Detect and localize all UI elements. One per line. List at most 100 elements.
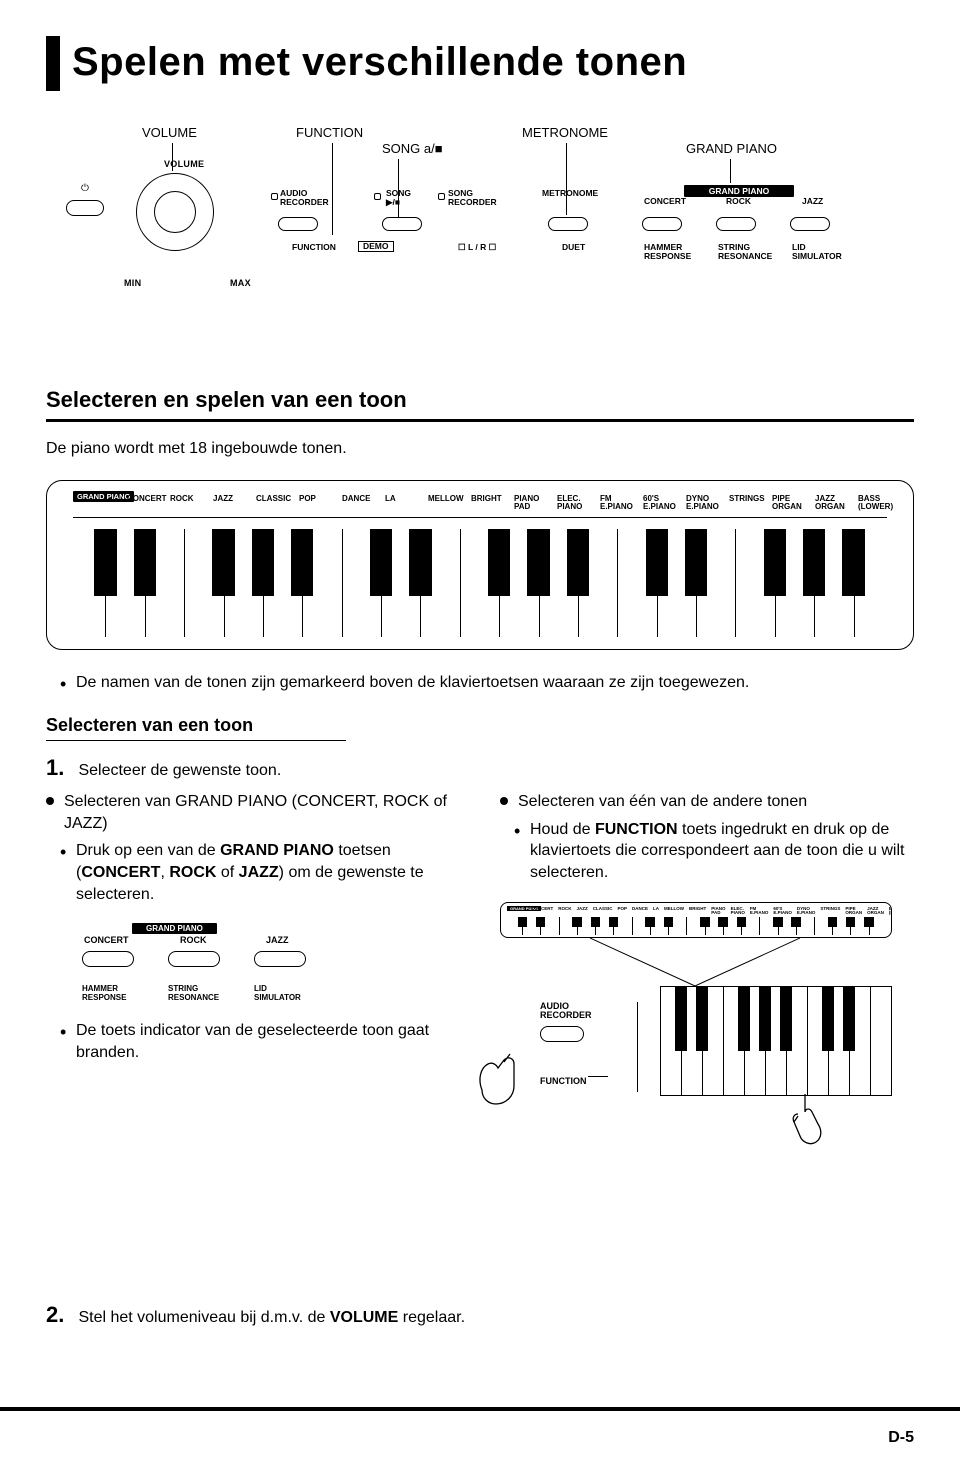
panel-graphic: ⏻ VOLUME MIN MAX AUDIO RECORDER SONG ▶/■… bbox=[66, 165, 884, 315]
white-key bbox=[705, 917, 723, 935]
tone-label-mini: LA bbox=[653, 907, 659, 916]
white-key bbox=[522, 917, 540, 935]
white-key bbox=[577, 917, 595, 935]
tone-label: FM E.PIANO bbox=[600, 495, 633, 512]
white-key bbox=[539, 529, 578, 637]
white-key bbox=[702, 987, 723, 1095]
tone-label: DANCE bbox=[342, 495, 370, 503]
tone-label-mini: POP bbox=[618, 907, 628, 916]
subsection-heading: Selecteren van een toon bbox=[46, 715, 346, 741]
connector-lines bbox=[590, 938, 800, 986]
tone-label-mini: MELLOW bbox=[664, 907, 684, 916]
gp-bar: GRAND PIANO bbox=[132, 923, 217, 934]
white-key bbox=[224, 529, 263, 637]
concert-label: CONCERT bbox=[84, 935, 129, 945]
white-key bbox=[759, 917, 777, 935]
led-icon bbox=[374, 193, 381, 200]
white-key bbox=[302, 529, 341, 637]
string-resonance-label: STRING RESONANCE bbox=[718, 243, 772, 262]
tone-label: 60'S E.PIANO bbox=[643, 495, 676, 512]
audio-recorder-label: AUDIO RECORDER bbox=[280, 189, 329, 208]
white-key bbox=[460, 529, 499, 637]
white-key bbox=[105, 529, 144, 637]
bullet-text: Druk op een van de GRAND PIANO toetsen (… bbox=[76, 842, 424, 902]
white-key bbox=[832, 917, 850, 935]
white-key bbox=[723, 987, 744, 1095]
volume-knob bbox=[136, 173, 214, 251]
bullet-item: Druk op een van de GRAND PIANO toetsen (… bbox=[46, 840, 460, 905]
function-illustration: GRAND PIANO CONCERTROCKJAZZCLASSICPOPDAN… bbox=[500, 902, 914, 1162]
tone-label: POP bbox=[299, 495, 316, 503]
white-key bbox=[499, 529, 538, 637]
right-column: Selecteren van één van de andere tonen H… bbox=[500, 781, 914, 1161]
white-key bbox=[849, 987, 870, 1095]
volume-label: VOLUME bbox=[164, 159, 204, 169]
white-key bbox=[778, 917, 796, 935]
grand-piano-pill: GRAND PIANO bbox=[73, 491, 134, 502]
callout-metronome: METRONOME bbox=[522, 125, 608, 140]
white-key bbox=[263, 529, 302, 637]
duet-label: DUET bbox=[562, 243, 585, 252]
tone-label-mini: DANCE bbox=[632, 907, 648, 916]
tone-label: CLASSIC bbox=[256, 495, 291, 503]
min-label: MIN bbox=[124, 278, 141, 288]
tone-label-mini: JAZZ bbox=[577, 907, 588, 916]
jazz-label: JAZZ bbox=[802, 197, 823, 206]
tone-label-mini: PIPE ORGAN bbox=[845, 907, 862, 916]
max-label: MAX bbox=[230, 278, 251, 288]
song-ps-label: SONG ▶/■ bbox=[386, 189, 411, 208]
white-key bbox=[381, 529, 420, 637]
step-text: Selecteer de gewenste toon. bbox=[78, 762, 281, 779]
dot-item: Selecteren van één van de andere tonen bbox=[500, 791, 914, 813]
white-key bbox=[741, 917, 759, 935]
concert-button bbox=[642, 217, 682, 231]
hammer-response-label: HAMMER RESPONSE bbox=[644, 243, 691, 262]
tone-strip-mini: GRAND PIANO CONCERTROCKJAZZCLASSICPOPDAN… bbox=[500, 902, 892, 938]
led-icon bbox=[271, 193, 278, 200]
white-key bbox=[765, 987, 786, 1095]
jazz-button bbox=[790, 217, 830, 231]
rock-label: ROCK bbox=[726, 197, 751, 206]
tone-label: PIPE ORGAN bbox=[772, 495, 802, 512]
lid-label: LID SIMULATOR bbox=[254, 985, 301, 1002]
string-label: STRING RESONANCE bbox=[168, 985, 219, 1002]
step-text: Stel het volumeniveau bij d.m.v. de VOLU… bbox=[78, 1309, 465, 1326]
metronome-button bbox=[548, 217, 588, 231]
white-key bbox=[735, 529, 774, 637]
columns: Selecteren van GRAND PIANO (CONCERT, ROC… bbox=[46, 781, 914, 1161]
tone-label: ROCK bbox=[170, 495, 194, 503]
bullet-item: Houd de FUNCTION toets ingedrukt en druk… bbox=[500, 819, 914, 884]
tone-label: MELLOW bbox=[428, 495, 464, 503]
lr-text: L / R bbox=[468, 242, 486, 252]
dot-item: Selecteren van GRAND PIANO (CONCERT, ROC… bbox=[46, 791, 460, 834]
white-key bbox=[661, 987, 681, 1095]
white-key bbox=[342, 529, 381, 637]
grand-piano-small-panel: GRAND PIANO CONCERT ROCK JAZZ HAMMER RES… bbox=[82, 923, 362, 1008]
bullet-item: De toets indicator van de geselecteerde … bbox=[46, 1020, 460, 1063]
white-key bbox=[854, 529, 893, 637]
white-key bbox=[657, 529, 696, 637]
white-key bbox=[578, 529, 617, 637]
rock-button bbox=[168, 951, 220, 967]
rule-line bbox=[73, 517, 887, 518]
tone-label: STRINGS bbox=[729, 495, 765, 503]
song-recorder-label: SONG RECORDER bbox=[448, 189, 497, 208]
white-key bbox=[869, 917, 887, 935]
tone-label: BASS (LOWER) bbox=[858, 495, 893, 512]
tone-label-mini: 60'S E.PIANO bbox=[773, 907, 792, 916]
jazz-label: JAZZ bbox=[266, 935, 289, 945]
hand-icon bbox=[780, 1092, 830, 1155]
tone-label-mini: CLASSIC bbox=[593, 907, 613, 916]
lr-label: ☐ L / R ☐ bbox=[458, 243, 496, 252]
white-key bbox=[595, 917, 613, 935]
white-key bbox=[613, 917, 631, 935]
white-key bbox=[807, 987, 828, 1095]
function-label: FUNCTION bbox=[292, 243, 336, 252]
intro-text: De piano wordt met 18 ingebouwde tonen. bbox=[46, 438, 914, 460]
tone-label-mini: FM E.PIANO bbox=[750, 907, 769, 916]
concert-button bbox=[82, 951, 134, 967]
audio-recorder-button bbox=[540, 1026, 584, 1042]
page-number: D-5 bbox=[888, 1429, 914, 1447]
tone-label: JAZZ bbox=[213, 495, 233, 503]
tone-strip-illustration: GRAND PIANO CONCERTROCKJAZZCLASSICPOPDAN… bbox=[46, 480, 914, 650]
